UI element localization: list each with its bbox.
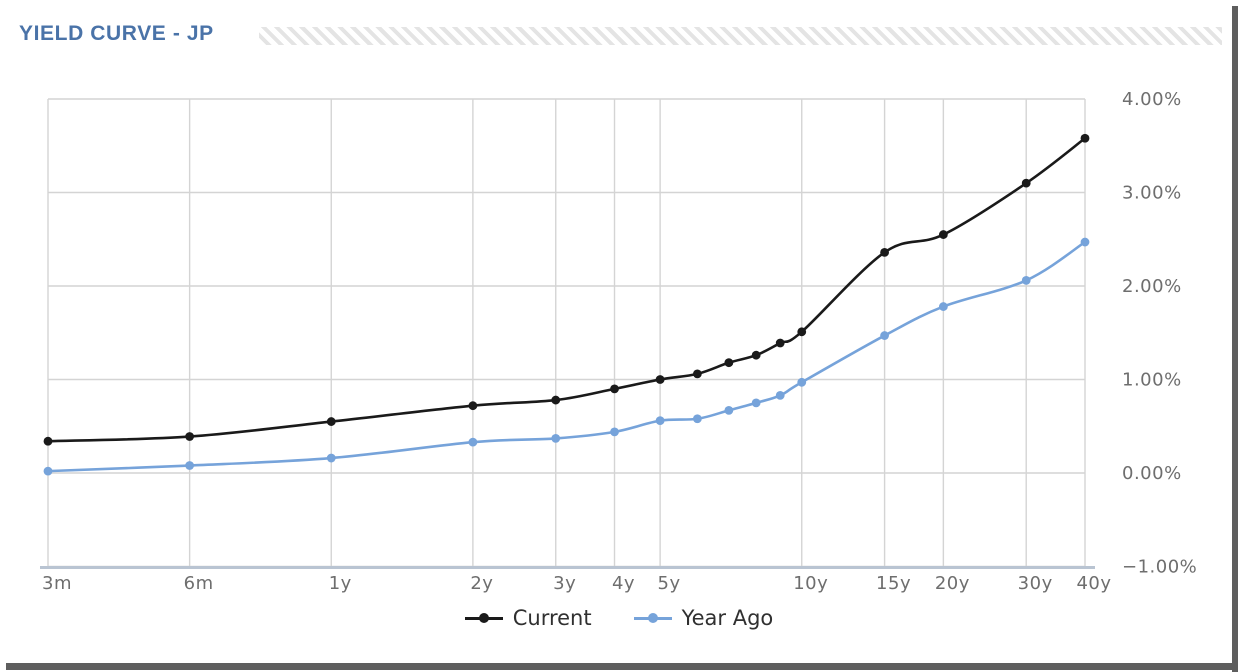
year-ago-point-marker	[326, 453, 336, 463]
legend-item-year-ago: Year Ago	[633, 606, 774, 630]
y-tick-label: −1.00%	[1122, 557, 1197, 578]
x-tick-label: 1y	[329, 573, 352, 594]
chart-legend: Current Year Ago	[0, 606, 1238, 630]
y-tick-label: 4.00%	[1122, 89, 1182, 110]
current-point-marker	[797, 327, 807, 337]
year-ago-point-marker	[43, 466, 53, 476]
year-ago-point-marker	[185, 461, 195, 470]
current-point-marker	[185, 432, 195, 441]
x-tick-label: 4y	[612, 573, 635, 594]
legend-item-current: Current	[464, 606, 592, 630]
current-point-marker	[775, 338, 785, 348]
year-ago-line	[47, 240, 1086, 473]
year-ago-point-marker	[1021, 275, 1031, 285]
year-ago-point-marker	[775, 390, 785, 400]
x-tick-label: 10y	[793, 573, 828, 594]
card-shadow-right	[1232, 6, 1238, 672]
current-point-marker	[724, 358, 734, 368]
current-point-marker	[655, 375, 665, 384]
current-point-marker	[551, 395, 561, 405]
current-point-marker	[1080, 133, 1090, 143]
x-tick-label: 15y	[876, 573, 911, 594]
year-ago-point-marker	[468, 437, 478, 447]
current-point-marker	[610, 384, 619, 394]
year-ago-point-marker	[551, 434, 561, 443]
page-title: YIELD CURVE - JP	[19, 22, 214, 45]
year-ago-point-marker	[655, 416, 665, 426]
year-ago-point-marker	[797, 377, 807, 387]
legend-year-ago-marker-icon	[633, 613, 672, 623]
current-point-marker	[43, 436, 53, 446]
current-point-marker	[880, 247, 889, 257]
current-point-marker	[1021, 178, 1031, 188]
year-ago-point-marker	[938, 302, 948, 311]
y-tick-label: 0.00%	[1122, 463, 1182, 484]
year-ago-point-marker	[610, 427, 619, 437]
y-tick-label: 3.00%	[1122, 183, 1182, 204]
x-tick-label: 6m	[184, 573, 214, 594]
year-ago-point-marker	[724, 405, 734, 415]
card-shadow-bottom	[6, 663, 1238, 670]
year-ago-point-marker	[751, 398, 761, 408]
x-tick-label: 2y	[470, 573, 493, 594]
legend-label: Year Ago	[681, 606, 774, 630]
x-tick-label: 3y	[553, 573, 576, 594]
current-point-marker	[938, 230, 948, 239]
x-tick-label: 30y	[1018, 573, 1053, 594]
legend-label: Current	[512, 606, 592, 630]
x-tick-label: 40y	[1076, 573, 1111, 594]
current-point-marker	[326, 417, 336, 426]
x-tick-label: 3m	[42, 573, 72, 594]
current-point-marker	[751, 350, 761, 360]
x-tick-label: 20y	[935, 573, 970, 594]
y-tick-label: 1.00%	[1122, 370, 1182, 391]
current-line	[47, 137, 1086, 443]
year-ago-point-marker	[692, 414, 702, 424]
current-point-marker	[468, 401, 478, 411]
x-tick-label: 5y	[658, 573, 681, 594]
y-tick-label: 2.00%	[1122, 276, 1182, 297]
current-point-marker	[692, 369, 702, 379]
year-ago-point-marker	[880, 331, 889, 340]
header-hatch-decoration	[259, 27, 1222, 45]
legend-current-marker-icon	[464, 613, 503, 623]
year-ago-point-marker	[1080, 237, 1090, 247]
